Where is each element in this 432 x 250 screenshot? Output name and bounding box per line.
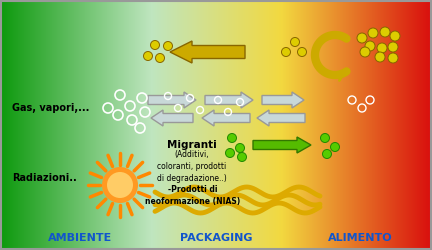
FancyArrow shape <box>202 110 250 126</box>
Circle shape <box>377 43 387 53</box>
Circle shape <box>238 152 247 162</box>
Circle shape <box>156 54 165 62</box>
Circle shape <box>102 167 138 203</box>
Text: Radiazioni..: Radiazioni.. <box>12 173 77 183</box>
Circle shape <box>360 47 370 57</box>
FancyArrow shape <box>170 41 245 63</box>
FancyArrow shape <box>257 110 305 126</box>
Text: Migranti: Migranti <box>167 140 217 150</box>
Text: ALIMENTO: ALIMENTO <box>328 233 392 243</box>
Circle shape <box>365 41 375 51</box>
Text: -Prodotti di
neoformazione (NIAS): -Prodotti di neoformazione (NIAS) <box>146 185 241 206</box>
Circle shape <box>357 33 367 43</box>
Text: Gas, vapori,...: Gas, vapori,... <box>12 103 89 113</box>
Circle shape <box>143 52 152 60</box>
FancyArrow shape <box>253 137 311 153</box>
Text: PACKAGING: PACKAGING <box>180 233 252 243</box>
Circle shape <box>235 144 245 152</box>
FancyArrow shape <box>262 92 304 108</box>
Circle shape <box>330 142 340 152</box>
Text: AMBIENTE: AMBIENTE <box>48 233 112 243</box>
Circle shape <box>228 134 236 142</box>
Circle shape <box>282 48 290 56</box>
Circle shape <box>298 48 306 56</box>
FancyArrow shape <box>151 110 193 126</box>
FancyArrow shape <box>148 92 196 108</box>
FancyArrow shape <box>205 92 253 108</box>
Circle shape <box>150 40 159 50</box>
Circle shape <box>368 28 378 38</box>
Circle shape <box>107 172 133 198</box>
Circle shape <box>290 38 299 46</box>
Circle shape <box>375 52 385 62</box>
Circle shape <box>380 27 390 37</box>
Circle shape <box>388 42 398 52</box>
Text: (Additivi,
coloranti, prodotti
di degradazione..): (Additivi, coloranti, prodotti di degrad… <box>157 150 227 182</box>
Circle shape <box>163 42 172 50</box>
Circle shape <box>226 148 235 158</box>
Circle shape <box>390 31 400 41</box>
Circle shape <box>388 53 398 63</box>
Circle shape <box>323 150 331 158</box>
Circle shape <box>321 134 330 142</box>
